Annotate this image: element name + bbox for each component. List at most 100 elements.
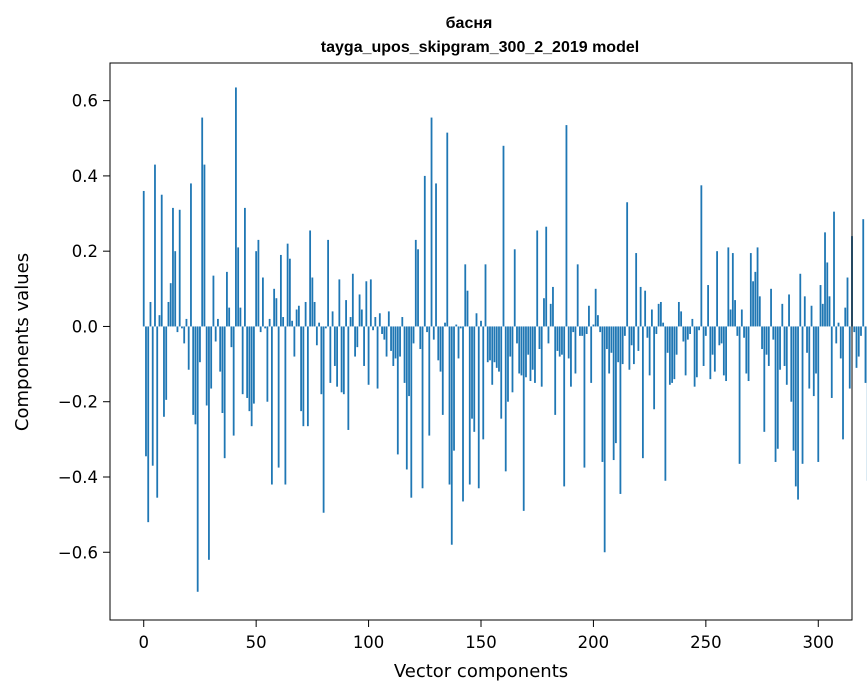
bar bbox=[848, 326, 851, 389]
bar bbox=[178, 209, 181, 327]
bar bbox=[304, 301, 307, 327]
bar bbox=[464, 264, 467, 327]
bar bbox=[662, 322, 665, 327]
bar bbox=[300, 326, 303, 412]
bar bbox=[797, 326, 799, 500]
bar bbox=[536, 230, 539, 327]
bar bbox=[675, 326, 678, 355]
bar bbox=[295, 309, 298, 327]
bar bbox=[756, 247, 759, 327]
bar bbox=[603, 326, 606, 553]
bar bbox=[655, 326, 658, 334]
bar bbox=[803, 296, 806, 327]
bar bbox=[608, 326, 611, 374]
bar bbox=[264, 326, 267, 329]
bar bbox=[491, 326, 494, 385]
bar bbox=[286, 243, 289, 327]
bar bbox=[601, 326, 604, 462]
bar bbox=[484, 264, 487, 327]
bar bbox=[147, 326, 150, 523]
bar bbox=[518, 326, 521, 374]
bar bbox=[378, 313, 381, 327]
bar bbox=[203, 164, 206, 327]
bar bbox=[338, 279, 341, 327]
bar bbox=[648, 326, 651, 376]
bar bbox=[385, 326, 388, 357]
bar bbox=[383, 326, 386, 340]
bar bbox=[230, 326, 233, 348]
y-tick-label: −0.6 bbox=[58, 543, 98, 562]
bar bbox=[597, 315, 599, 327]
bar bbox=[322, 326, 325, 513]
bar bbox=[639, 286, 642, 327]
bar bbox=[783, 326, 786, 366]
bar bbox=[145, 326, 147, 457]
x-tick-label: 100 bbox=[353, 633, 385, 652]
bar bbox=[232, 326, 235, 436]
bar bbox=[761, 326, 763, 350]
bar bbox=[720, 326, 723, 344]
bar bbox=[752, 281, 754, 327]
bar bbox=[360, 309, 363, 327]
bar bbox=[606, 326, 608, 350]
bar bbox=[275, 298, 278, 327]
bar bbox=[253, 326, 255, 404]
bar bbox=[668, 326, 671, 385]
bar bbox=[205, 326, 208, 406]
bar bbox=[154, 164, 156, 327]
bar bbox=[626, 202, 629, 327]
bar bbox=[729, 309, 732, 327]
bar bbox=[293, 326, 296, 357]
bar bbox=[531, 326, 534, 370]
bar bbox=[641, 326, 644, 459]
bar bbox=[453, 326, 455, 451]
bar bbox=[691, 318, 694, 327]
bar bbox=[621, 326, 624, 365]
bar bbox=[702, 326, 705, 366]
bar bbox=[556, 326, 559, 351]
bar bbox=[333, 326, 336, 366]
bar bbox=[401, 317, 404, 327]
bar bbox=[808, 326, 811, 389]
bar bbox=[747, 326, 750, 382]
y-tick-label: −0.4 bbox=[58, 468, 98, 487]
bar bbox=[363, 326, 365, 366]
bar bbox=[475, 313, 478, 327]
bar bbox=[268, 318, 271, 327]
x-tick-label: 50 bbox=[246, 633, 267, 652]
bar bbox=[659, 301, 662, 327]
bar bbox=[743, 326, 745, 338]
bar bbox=[579, 326, 581, 336]
bar bbox=[403, 326, 406, 383]
bar bbox=[718, 326, 721, 346]
bar bbox=[633, 326, 635, 365]
bar bbox=[502, 145, 505, 327]
bar bbox=[677, 301, 680, 327]
bar bbox=[160, 194, 163, 327]
bar bbox=[707, 285, 709, 327]
bar bbox=[430, 117, 433, 327]
x-tick-label: 200 bbox=[578, 633, 610, 652]
bar bbox=[828, 296, 831, 327]
bar bbox=[842, 326, 844, 440]
bar bbox=[428, 326, 431, 436]
bar bbox=[313, 301, 316, 327]
bar bbox=[210, 326, 213, 389]
bar bbox=[781, 303, 784, 327]
bar bbox=[493, 326, 496, 363]
bar bbox=[349, 317, 352, 327]
bar bbox=[405, 326, 408, 470]
bar bbox=[779, 326, 781, 370]
bar bbox=[725, 326, 727, 382]
bar bbox=[354, 326, 356, 357]
bar bbox=[583, 326, 586, 468]
bar bbox=[192, 326, 195, 415]
y-tick-label: 0.2 bbox=[72, 242, 98, 261]
bar bbox=[767, 326, 770, 366]
bar bbox=[408, 326, 410, 397]
bar bbox=[547, 326, 550, 344]
bar bbox=[709, 326, 712, 380]
bar bbox=[259, 326, 262, 333]
bar bbox=[315, 326, 318, 346]
bar bbox=[291, 320, 294, 327]
